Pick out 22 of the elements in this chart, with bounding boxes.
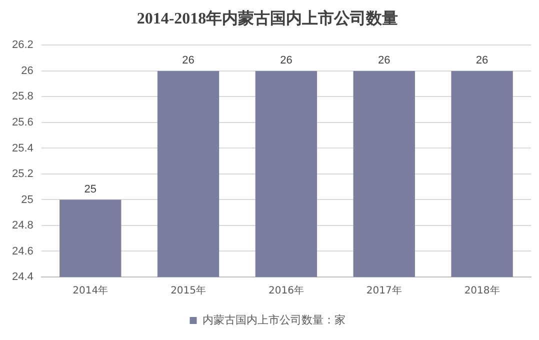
y-tick-label: 26.2 [12, 39, 34, 52]
data-label: 26 [182, 54, 194, 66]
data-label: 26 [378, 54, 390, 66]
legend-label: 内蒙古国内上市公司数量：家 [202, 313, 346, 326]
y-tick-label: 24.8 [12, 220, 34, 232]
y-tick-label: 24.6 [12, 245, 34, 258]
x-tick-label: 2014年 [72, 284, 108, 297]
data-label: 25 [84, 183, 96, 196]
y-tick-label: 25 [21, 194, 34, 206]
y-tick-label: 24.4 [12, 271, 34, 284]
y-tick-label: 25.8 [12, 90, 34, 103]
chart-title: 2014-2018年内蒙古国内上市公司数量 [136, 10, 398, 28]
x-tick-label: 2016年 [268, 284, 304, 297]
y-tick-label: 25.2 [12, 168, 34, 180]
data-label: 26 [476, 54, 488, 66]
x-tick-label: 2018年 [464, 284, 500, 297]
x-tick-label: 2015年 [170, 284, 206, 297]
data-label: 26 [280, 54, 292, 66]
y-tick-label: 26 [21, 64, 34, 77]
y-tick-label: 25.4 [12, 142, 34, 154]
y-tick-label: 25.6 [12, 116, 34, 128]
x-tick-label: 2017年 [366, 284, 402, 297]
